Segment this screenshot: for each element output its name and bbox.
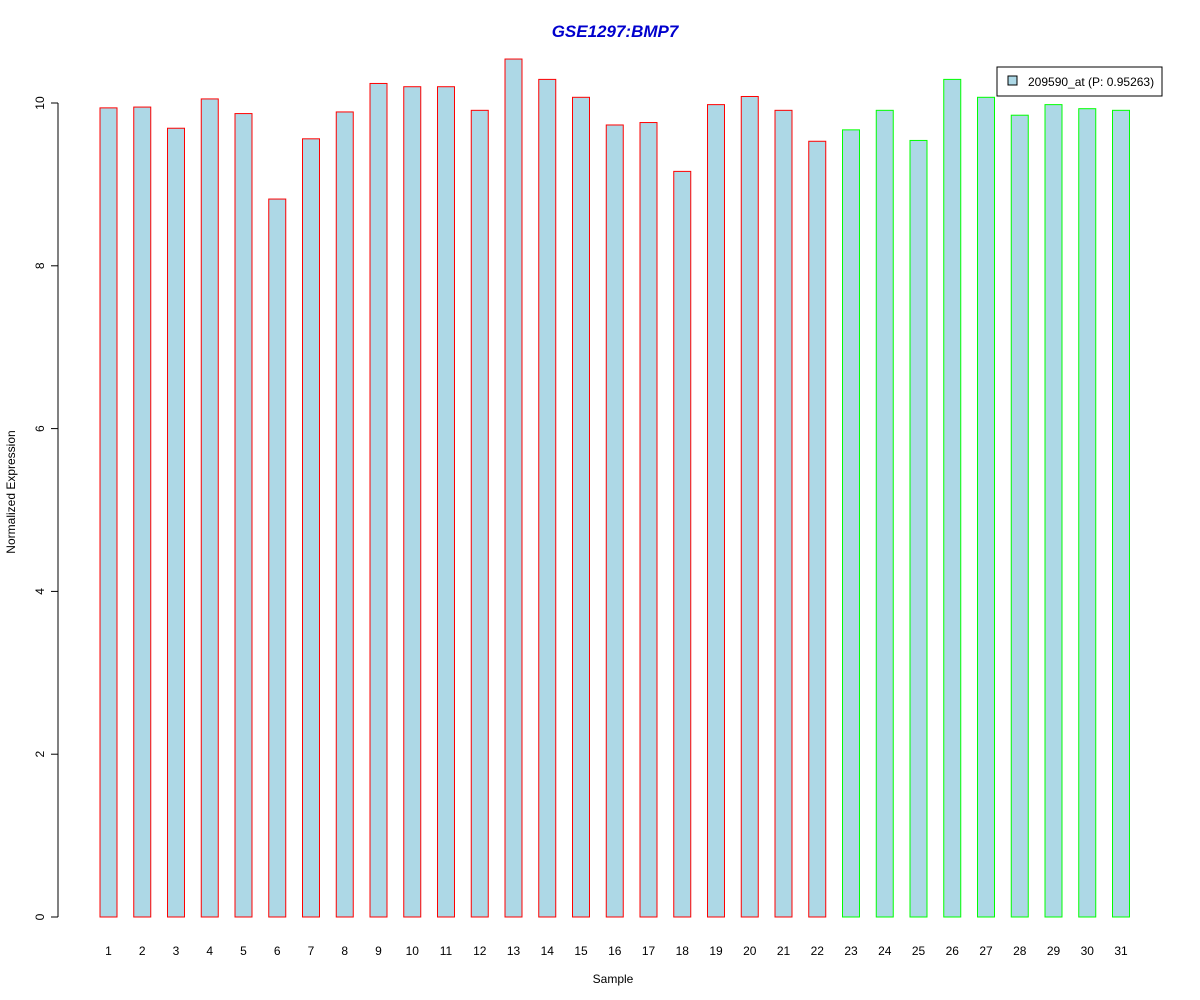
bar-sample-24 xyxy=(875,109,894,918)
bar-sample-22 xyxy=(808,140,827,918)
x-tick-label: 25 xyxy=(912,944,926,958)
legend-box xyxy=(996,66,1163,97)
y-tick-label: 2 xyxy=(33,751,47,758)
bar-sample-7 xyxy=(302,138,320,918)
y-tick-label: 0 xyxy=(33,913,47,920)
y-axis: 0 2 4 6 8 10 xyxy=(33,96,59,920)
x-tick-label: 30 xyxy=(1081,944,1095,958)
x-tick-label: 18 xyxy=(676,944,690,958)
bar-sample-11 xyxy=(437,86,455,918)
bar-sample-26 xyxy=(943,78,962,918)
y-axis-title: Normalized Expression xyxy=(4,430,18,553)
x-tick-label: 6 xyxy=(274,944,281,958)
x-tick-label: 28 xyxy=(1013,944,1027,958)
x-tick-label: 3 xyxy=(173,944,180,958)
bar-sample-14 xyxy=(538,78,557,918)
bar-sample-17 xyxy=(639,122,658,918)
bar-sample-8 xyxy=(335,111,354,918)
bar-sample-28 xyxy=(1010,114,1029,918)
x-tick-label: 17 xyxy=(642,944,656,958)
bar-sample-12 xyxy=(470,109,489,918)
x-tick-label: 5 xyxy=(240,944,247,958)
bar-sample-5 xyxy=(234,113,253,918)
bar-sample-29 xyxy=(1044,104,1063,918)
y-tick-label: 6 xyxy=(33,425,47,432)
x-tick-labels: 1 2 3 4 5 6 7 8 9 10 11 12 13 14 15 16 17 18 19 20 21 22 23 24 2… xyxy=(105,944,1128,958)
bar-sample-15 xyxy=(572,96,590,918)
bar-sample-30 xyxy=(1078,108,1097,918)
x-tick-label: 21 xyxy=(777,944,791,958)
x-tick-label: 10 xyxy=(406,944,420,958)
x-tick-label: 7 xyxy=(308,944,315,958)
x-tick-label: 26 xyxy=(946,944,960,958)
bar-sample-16 xyxy=(605,124,624,918)
bar-sample-9 xyxy=(369,82,388,918)
bar-sample-4 xyxy=(200,98,219,918)
x-tick-label: 12 xyxy=(473,944,487,958)
x-tick-label: 19 xyxy=(709,944,723,958)
legend-entry: 209590_at (P: 0.95263) xyxy=(1028,75,1154,89)
x-tick-label: 27 xyxy=(979,944,993,958)
chart-title: GSE1297:BMP7 xyxy=(552,22,680,41)
bar-sample-21 xyxy=(774,109,793,918)
x-tick-label: 29 xyxy=(1047,944,1061,958)
bar-sample-31 xyxy=(1112,109,1130,918)
bar-sample-1 xyxy=(99,107,118,918)
x-tick-label: 16 xyxy=(608,944,622,958)
bar-sample-23 xyxy=(842,129,860,918)
y-tick-label: 4 xyxy=(33,588,47,595)
x-tick-label: 24 xyxy=(878,944,892,958)
x-tick-label: 15 xyxy=(574,944,588,958)
bar-series xyxy=(99,58,1130,918)
x-tick-label: 23 xyxy=(844,944,858,958)
bar-sample-27 xyxy=(977,96,995,918)
x-axis-title: Sample xyxy=(593,972,634,986)
x-tick-label: 2 xyxy=(139,944,146,958)
bar-sample-6 xyxy=(268,198,287,918)
bar-sample-13 xyxy=(504,58,523,918)
bar-sample-19 xyxy=(707,104,725,918)
x-tick-label: 4 xyxy=(206,944,213,958)
bar-sample-20 xyxy=(740,95,759,918)
bar-sample-2 xyxy=(133,106,152,918)
y-tick-label: 10 xyxy=(33,96,47,110)
x-tick-label: 14 xyxy=(541,944,555,958)
x-tick-label: 13 xyxy=(507,944,521,958)
legend: 209590_at (P: 0.95263) xyxy=(996,66,1163,97)
bar-sample-18 xyxy=(673,170,692,918)
bar-sample-25 xyxy=(909,139,928,918)
bar-sample-10 xyxy=(403,86,422,918)
x-tick-label: 22 xyxy=(811,944,825,958)
x-tick-label: 31 xyxy=(1114,944,1128,958)
y-tick-label: 8 xyxy=(33,262,47,269)
x-tick-label: 11 xyxy=(440,944,453,958)
x-tick-label: 8 xyxy=(341,944,348,958)
x-tick-label: 9 xyxy=(375,944,382,958)
legend-swatch xyxy=(1007,75,1018,86)
bar-sample-3 xyxy=(167,127,185,918)
x-tick-label: 20 xyxy=(743,944,757,958)
x-tick-label: 1 xyxy=(105,944,112,958)
